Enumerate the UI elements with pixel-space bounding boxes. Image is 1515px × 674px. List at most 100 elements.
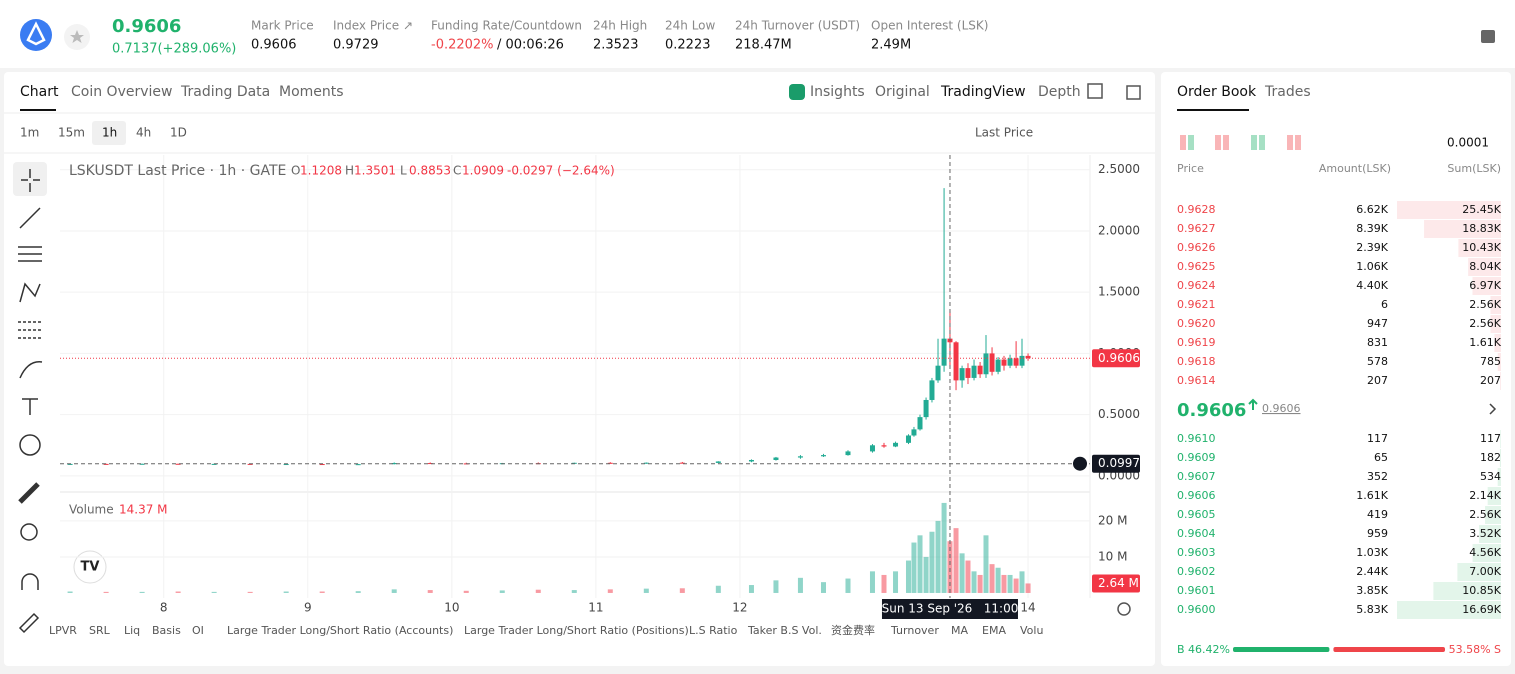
tool-brush[interactable] [19, 361, 43, 379]
interval[interactable]: 15m [58, 126, 85, 140]
volume-bar [211, 591, 217, 593]
tool-lines[interactable] [18, 246, 42, 262]
tool-ruler[interactable] [18, 482, 40, 504]
candle-body [995, 359, 1001, 372]
stat-value: 0.9729 [333, 38, 379, 53]
book-icon[interactable] [1481, 30, 1495, 43]
ob-layout-icon[interactable] [1251, 135, 1257, 150]
volume-bar [679, 588, 685, 593]
ob-sum: 8.04K [1469, 260, 1501, 273]
ob-precision[interactable]: 0.0001 [1447, 136, 1489, 150]
x-tick-label: 9 [304, 601, 312, 615]
tool-pencil[interactable] [18, 612, 40, 634]
ob-layout-icon[interactable] [1287, 135, 1293, 150]
volume-bar [247, 591, 253, 593]
volume-bar [917, 535, 923, 593]
chart-tab[interactable]: Trading Data [180, 84, 270, 100]
volume-bar [905, 560, 911, 593]
candle-body [427, 463, 433, 465]
buy-ratio-bar [1233, 647, 1330, 652]
volume-bar [1019, 571, 1025, 593]
tool-fib[interactable] [18, 321, 42, 339]
ob-mark-price: 0.9606 [1262, 402, 1301, 415]
crosshair-add[interactable] [1073, 456, 1087, 471]
crosshair-y-label: 0.0997 [1098, 456, 1140, 470]
stat-value: -0.2202% [431, 38, 494, 53]
volume-bar [953, 528, 959, 593]
tool-magnet[interactable] [21, 573, 39, 590]
chart-tab[interactable]: Chart [20, 84, 59, 100]
ob-amount: 8.39K [1356, 222, 1388, 235]
y-tick-label: 1.5000 [1098, 285, 1140, 299]
depth-bar [1468, 258, 1501, 276]
tool-crosshair[interactable] [21, 169, 40, 192]
indicator-tab[interactable]: L.S Ratio [689, 624, 738, 637]
view-tab[interactable]: Insights [810, 84, 865, 100]
ob-price: 0.9609 [1177, 451, 1216, 464]
sell-ratio-bar [1333, 647, 1445, 652]
volume-bar [103, 591, 109, 593]
interval[interactable]: 1m [20, 126, 39, 140]
indicator-tab[interactable]: Turnover [890, 624, 939, 637]
volume-badge [1092, 574, 1140, 593]
indicator-tab[interactable]: Volu [1020, 624, 1043, 637]
ob-tab[interactable]: Order Book [1177, 84, 1257, 100]
price-type-select[interactable]: Last Price [975, 126, 1033, 140]
ob-amount: 117 [1367, 432, 1388, 445]
ob-layout-icon[interactable] [1223, 135, 1229, 150]
candle-body [773, 457, 779, 460]
interval[interactable]: 4h [136, 126, 151, 140]
ob-amount: 3.85K [1356, 584, 1388, 597]
tool-text[interactable] [22, 398, 38, 415]
indicator-tab[interactable]: LPVR [49, 624, 77, 637]
ob-layout-icon[interactable] [1259, 135, 1265, 150]
indicator-tab[interactable]: 资金费率 [831, 623, 875, 637]
interval[interactable]: 1h [102, 126, 117, 140]
settings-icon[interactable] [1117, 602, 1131, 616]
ob-price: 0.9610 [1177, 432, 1216, 445]
stat-value: 218.47M [735, 38, 792, 53]
chart-tab[interactable]: Moments [279, 84, 344, 100]
tool-emoji[interactable] [19, 434, 41, 456]
legend-value: 1.3501 [354, 164, 396, 178]
volume-legend-value: 14.37 M [119, 503, 168, 517]
indicator-tab[interactable]: MA [951, 624, 968, 637]
ob-layout-icon[interactable] [1188, 135, 1194, 150]
indicator-tab[interactable]: Large Trader Long/Short Ratio (Accounts) [227, 624, 453, 637]
volume-bar [499, 590, 505, 593]
indicator-tab[interactable]: Taker B.S Vol. [747, 624, 822, 637]
candle-body [319, 464, 325, 466]
chart-tab[interactable]: Coin Overview [71, 84, 172, 100]
ob-more[interactable] [1489, 403, 1497, 415]
indicator-tab[interactable]: Large Trader Long/Short Ratio (Positions… [464, 624, 689, 637]
ob-sum: 2.14K [1469, 489, 1501, 502]
ob-layout-icon[interactable] [1295, 135, 1301, 150]
legend-symbol: LSKUSDT Last Price · 1h · GATE [69, 163, 286, 179]
interval[interactable]: 1D [170, 126, 187, 140]
expand-icon[interactable] [1087, 83, 1103, 99]
indicator-tab[interactable]: EMA [982, 624, 1006, 637]
indicator-tab[interactable]: OI [192, 624, 204, 637]
star-icon [70, 30, 84, 43]
tool-pattern[interactable] [19, 282, 41, 303]
view-tab[interactable]: TradingView [940, 84, 1026, 100]
tool-line[interactable] [19, 207, 41, 229]
indicator-tab[interactable]: SRL [89, 624, 111, 637]
volume-tick-label: 20 M [1098, 513, 1127, 527]
candle-body [965, 368, 971, 378]
view-tab[interactable]: Depth [1038, 84, 1081, 100]
depth-bar [1458, 239, 1501, 257]
view-tab[interactable]: Original [875, 84, 930, 100]
ob-tab[interactable]: Trades [1264, 84, 1311, 100]
indicator-tab[interactable]: Liq [124, 624, 140, 637]
tv-logo-text: TV [81, 560, 100, 575]
coin-logo [20, 19, 52, 51]
stat-value: 0.2223 [665, 38, 711, 53]
ob-layout-icon[interactable] [1180, 135, 1186, 150]
tool-zoom[interactable] [20, 523, 38, 541]
depth-bar [1457, 563, 1501, 581]
window-icon[interactable] [1126, 85, 1141, 100]
indicator-tab[interactable]: Basis [152, 624, 181, 637]
candle-body [67, 463, 73, 465]
ob-layout-icon[interactable] [1215, 135, 1221, 150]
